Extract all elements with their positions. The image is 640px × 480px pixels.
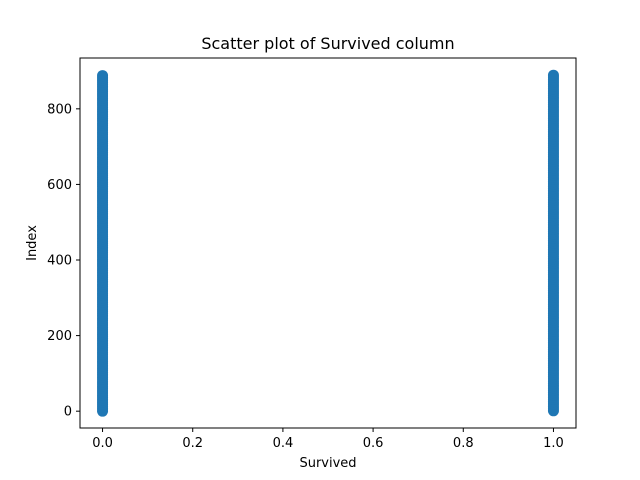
scatter-point bbox=[547, 69, 559, 81]
x-tick-label: 0.4 bbox=[273, 436, 294, 451]
plot-frame bbox=[79, 57, 577, 429]
x-tick-label: 0.0 bbox=[92, 436, 113, 451]
y-tick-label: 800 bbox=[47, 102, 72, 117]
scatter-point bbox=[97, 70, 109, 82]
chart-title: Scatter plot of Survived column bbox=[201, 34, 454, 53]
x-axis-label: Survived bbox=[299, 456, 356, 471]
y-tick-label: 600 bbox=[47, 178, 72, 193]
y-tick-label: 200 bbox=[47, 329, 72, 344]
x-tick-label: 0.8 bbox=[453, 436, 474, 451]
points-layer bbox=[97, 69, 559, 417]
x-tick-label: 1.0 bbox=[543, 436, 564, 451]
y-axis-label: Index bbox=[25, 225, 40, 261]
y-tick-label: 0 bbox=[64, 405, 72, 420]
x-axis: 0.0 0.2 0.4 0.6 0.8 1.0 bbox=[92, 428, 564, 451]
x-tick-label: 0.6 bbox=[363, 436, 384, 451]
y-tick-label: 400 bbox=[47, 254, 72, 269]
y-axis: 0 200 400 600 800 bbox=[47, 102, 80, 420]
x-tick-label: 0.2 bbox=[182, 436, 203, 451]
